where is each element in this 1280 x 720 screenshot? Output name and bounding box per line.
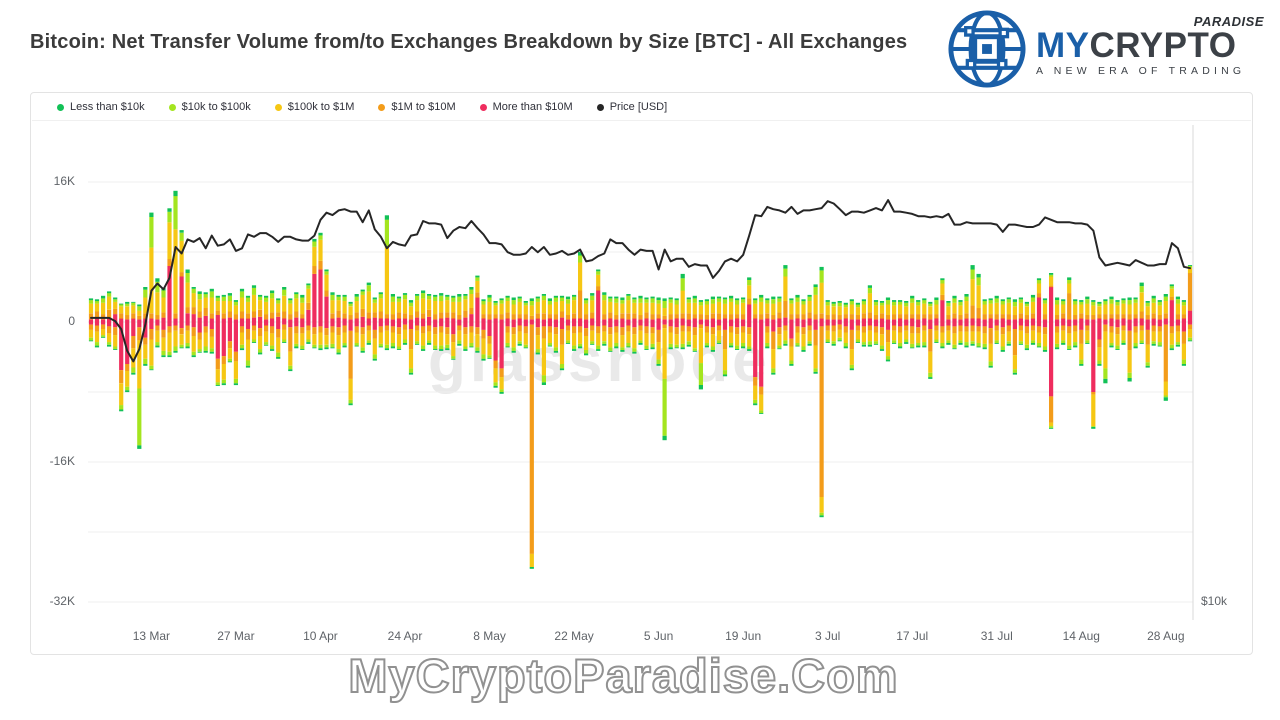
legend-dot (378, 103, 386, 111)
x-tick-label: 31 Jul (980, 629, 1013, 643)
x-tick-label: 8 May (473, 629, 506, 643)
x-tick-label: 5 Jun (643, 629, 674, 643)
legend-divider (32, 120, 1251, 121)
x-tick-label: 22 May (554, 629, 594, 643)
legend-item-4[interactable]: $1M to $10M (378, 101, 456, 113)
legend-dot (596, 103, 604, 111)
legend-label: $10k to $100k (181, 101, 251, 113)
page-title: Bitcoin: Net Transfer Volume from/to Exc… (30, 31, 908, 53)
x-tick-label: 17 Jul (896, 629, 929, 643)
chart-legend: Less than $10k $10k to $100k $100k to $1M $… (57, 101, 667, 113)
price-axis-label: $10k (1201, 594, 1228, 608)
legend-dot (57, 103, 64, 111)
x-tick-label: 13 Mar (132, 629, 171, 643)
glassnode-watermark: glassnode (428, 326, 771, 395)
x-tick-label: 3 Jul (814, 629, 841, 643)
legend-label: Price [USD] (609, 101, 668, 113)
bottom-watermark: MyCryptoParadise.Com (347, 648, 899, 703)
legend-item-3[interactable]: $100k to $1M (274, 101, 355, 113)
legend-item-5[interactable]: More than $10M (479, 101, 573, 113)
y-tick-label: -16K (49, 454, 75, 468)
legend-item-2[interactable]: $10k to $100k (168, 101, 251, 113)
legend-item-6[interactable]: Price [USD] (596, 101, 668, 113)
brand-crypto: CRYPTO (1089, 26, 1237, 65)
brand-name: MYCRYPTO (1036, 26, 1264, 65)
x-tick-label: 27 Mar (217, 629, 255, 643)
legend-label: $100k to $1M (287, 101, 355, 113)
y-tick-label: 16K (53, 174, 75, 188)
x-tick-label: 19 Jun (725, 629, 762, 643)
legend-dot (274, 103, 282, 111)
brand-logo: PARADISE MYCRYPTO A NEW ERA OF TRADING (940, 4, 1270, 88)
x-tick-label: 24 Apr (387, 629, 423, 643)
legend-item-1[interactable]: Less than $10k (57, 101, 145, 113)
y-tick-label: 0 (68, 314, 75, 328)
brand-paradise-label: PARADISE (1193, 14, 1264, 29)
x-tick-label: 28 Aug (1147, 629, 1185, 643)
legend-dot (479, 103, 487, 111)
legend-label: Less than $10k (70, 101, 145, 113)
y-tick-label: -32K (49, 594, 75, 608)
globe-icon (946, 8, 1028, 90)
x-tick-label: 10 Apr (303, 629, 338, 643)
brand-my: MY (1036, 26, 1090, 65)
legend-dot (168, 103, 176, 111)
x-tick-label: 14 Aug (1062, 629, 1100, 643)
legend-label: More than $10M (492, 101, 573, 113)
brand-text: PARADISE MYCRYPTO A NEW ERA OF TRADING (1036, 14, 1264, 77)
brand-tagline: A NEW ERA OF TRADING (1036, 65, 1246, 77)
legend-label: $1M to $10M (391, 101, 456, 113)
